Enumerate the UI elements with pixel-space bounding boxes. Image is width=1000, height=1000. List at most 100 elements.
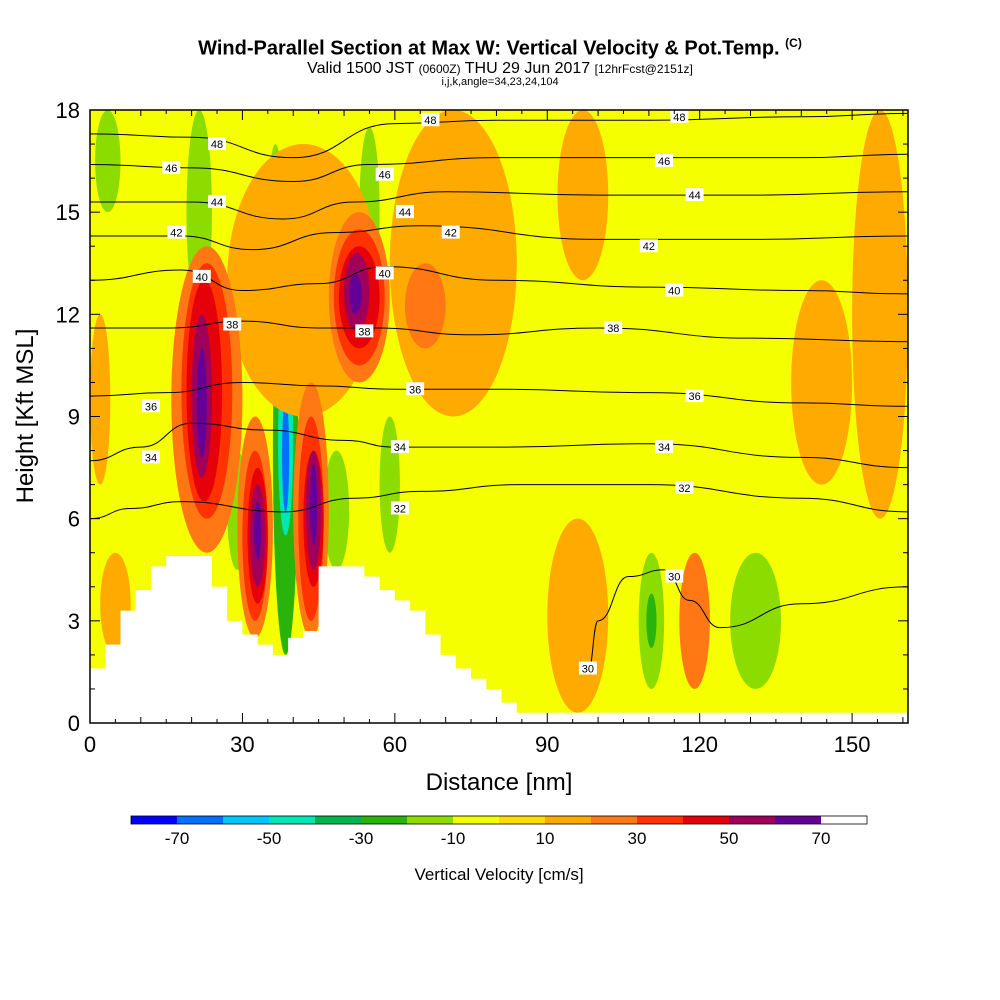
svg-text:42: 42 <box>445 228 457 240</box>
colorbar-swatch <box>729 816 775 824</box>
colorbar-swatch <box>775 816 821 824</box>
theta-label: 36 <box>406 382 425 396</box>
valid-zulu: (0600Z) <box>418 62 461 76</box>
y-axis-title: Height [Kft MSL] <box>12 329 39 504</box>
x-tick-label: 150 <box>834 732 871 757</box>
title-tag: (C) <box>785 36 802 50</box>
colorbar-swatch <box>453 816 499 824</box>
velocity-cell <box>95 110 121 213</box>
theta-label: 48 <box>421 113 440 127</box>
y-tick-label: 3 <box>68 609 80 634</box>
theta-label: 30 <box>665 569 684 584</box>
svg-text:38: 38 <box>607 323 619 335</box>
svg-text:38: 38 <box>226 320 238 332</box>
theta-label: 34 <box>141 450 160 464</box>
colorbar-swatch <box>591 816 637 824</box>
theta-label: 46 <box>655 154 674 168</box>
velocity-cell <box>603 110 903 713</box>
theta-label: 48 <box>670 110 689 124</box>
colorbar: -70 -50 -30 -10 10 30 50 70 <box>130 815 868 848</box>
colorbar-swatch <box>269 816 315 824</box>
colorbar-tick-label: -70 <box>165 829 190 848</box>
svg-text:38: 38 <box>358 326 370 338</box>
x-tick-label: 60 <box>383 732 407 757</box>
theta-label: 44 <box>396 205 415 219</box>
velocity-cell <box>791 280 853 485</box>
velocity-cell <box>730 552 781 689</box>
svg-text:36: 36 <box>688 391 700 403</box>
valid-date: THU 29 Jun 2017 <box>464 60 591 77</box>
theta-label: 36 <box>141 399 160 413</box>
colorbar-tick-label: 70 <box>812 829 831 848</box>
theta-label: 40 <box>375 266 394 280</box>
svg-text:44: 44 <box>399 207 411 219</box>
velocity-cell <box>282 399 290 512</box>
svg-text:36: 36 <box>145 401 157 413</box>
theta-label: 46 <box>162 160 181 175</box>
velocity-cell <box>323 450 350 570</box>
svg-text:48: 48 <box>673 112 685 124</box>
title-main: Wind-Parallel Section at Max W: Vertical… <box>198 37 780 60</box>
colorbar-swatch <box>177 816 223 824</box>
velocity-cell <box>254 501 262 560</box>
theta-label: 34 <box>655 440 674 454</box>
velocity-cell <box>352 283 359 308</box>
colorbar-frame <box>130 815 868 825</box>
y-tick-label: 0 <box>68 711 80 736</box>
y-tick-label: 6 <box>68 507 80 532</box>
theta-label: 38 <box>604 320 623 335</box>
velocity-cell <box>405 263 446 349</box>
svg-text:40: 40 <box>379 268 391 280</box>
chart-subtitle: Valid 1500 JST (0600Z) THU 29 Jun 2017 [… <box>0 60 1000 78</box>
colorbar-tick-label: -50 <box>257 829 282 848</box>
x-tick-label: 90 <box>535 732 559 757</box>
colorbar-tick-label: 50 <box>720 829 739 848</box>
x-tick-label: 0 <box>84 732 96 757</box>
colorbar-title: Vertical Velocity [cm/s] <box>414 865 583 884</box>
theta-contour-labels: 48 48 48 46 46 46 44 44 44 42 42 42 40 40 40 38 38 38 36 36… <box>141 110 704 676</box>
velocity-cell <box>852 110 908 519</box>
svg-text:34: 34 <box>145 452 157 464</box>
chart-indices: i,j,k,angle=34,23,24,104 <box>441 76 559 88</box>
x-axis-title: Distance [nm] <box>426 769 573 796</box>
colorbar-tick-label: 10 <box>536 829 555 848</box>
theta-label: 44 <box>208 194 227 209</box>
colorbar-swatch <box>361 816 407 824</box>
colorbar-tick-label: 30 <box>628 829 647 848</box>
y-tick-label: 18 <box>56 98 80 123</box>
svg-text:42: 42 <box>170 228 182 240</box>
velocity-cell <box>547 518 609 713</box>
svg-text:30: 30 <box>582 664 594 676</box>
svg-text:40: 40 <box>668 285 680 297</box>
theta-label: 30 <box>578 661 597 676</box>
svg-text:46: 46 <box>658 156 670 168</box>
colorbar-swatch <box>131 816 177 824</box>
theta-label: 38 <box>223 317 242 332</box>
svg-text:34: 34 <box>658 442 670 454</box>
theta-label: 38 <box>355 324 374 338</box>
theta-contour-30 <box>587 569 908 673</box>
svg-text:32: 32 <box>394 503 406 515</box>
theta-label: 34 <box>390 440 409 454</box>
x-tick-label: 120 <box>681 732 718 757</box>
svg-text:36: 36 <box>409 384 421 396</box>
plot-area: 48 48 48 46 46 46 44 44 44 42 42 42 40 40 40 38 38 38 36 36… <box>90 110 908 723</box>
theta-contour-42 <box>90 225 908 251</box>
velocity-cell <box>196 348 207 458</box>
theta-label: 44 <box>685 188 704 202</box>
theta-label: 42 <box>167 225 186 240</box>
svg-text:48: 48 <box>424 115 436 127</box>
velocity-cells <box>90 110 908 713</box>
theta-label: 46 <box>375 167 394 182</box>
colorbar-swatch <box>545 816 591 824</box>
colorbar-tick-label: -10 <box>441 829 466 848</box>
colorbar-swatch <box>637 816 683 824</box>
valid-prefix: Valid 1500 JST <box>307 60 415 77</box>
chart-title: Wind-Parallel Section at Max W: Vertical… <box>0 36 1000 61</box>
svg-text:48: 48 <box>211 139 223 151</box>
theta-label: 32 <box>390 501 409 515</box>
theta-contour-46 <box>90 153 908 183</box>
colorbar-swatch <box>407 816 453 824</box>
